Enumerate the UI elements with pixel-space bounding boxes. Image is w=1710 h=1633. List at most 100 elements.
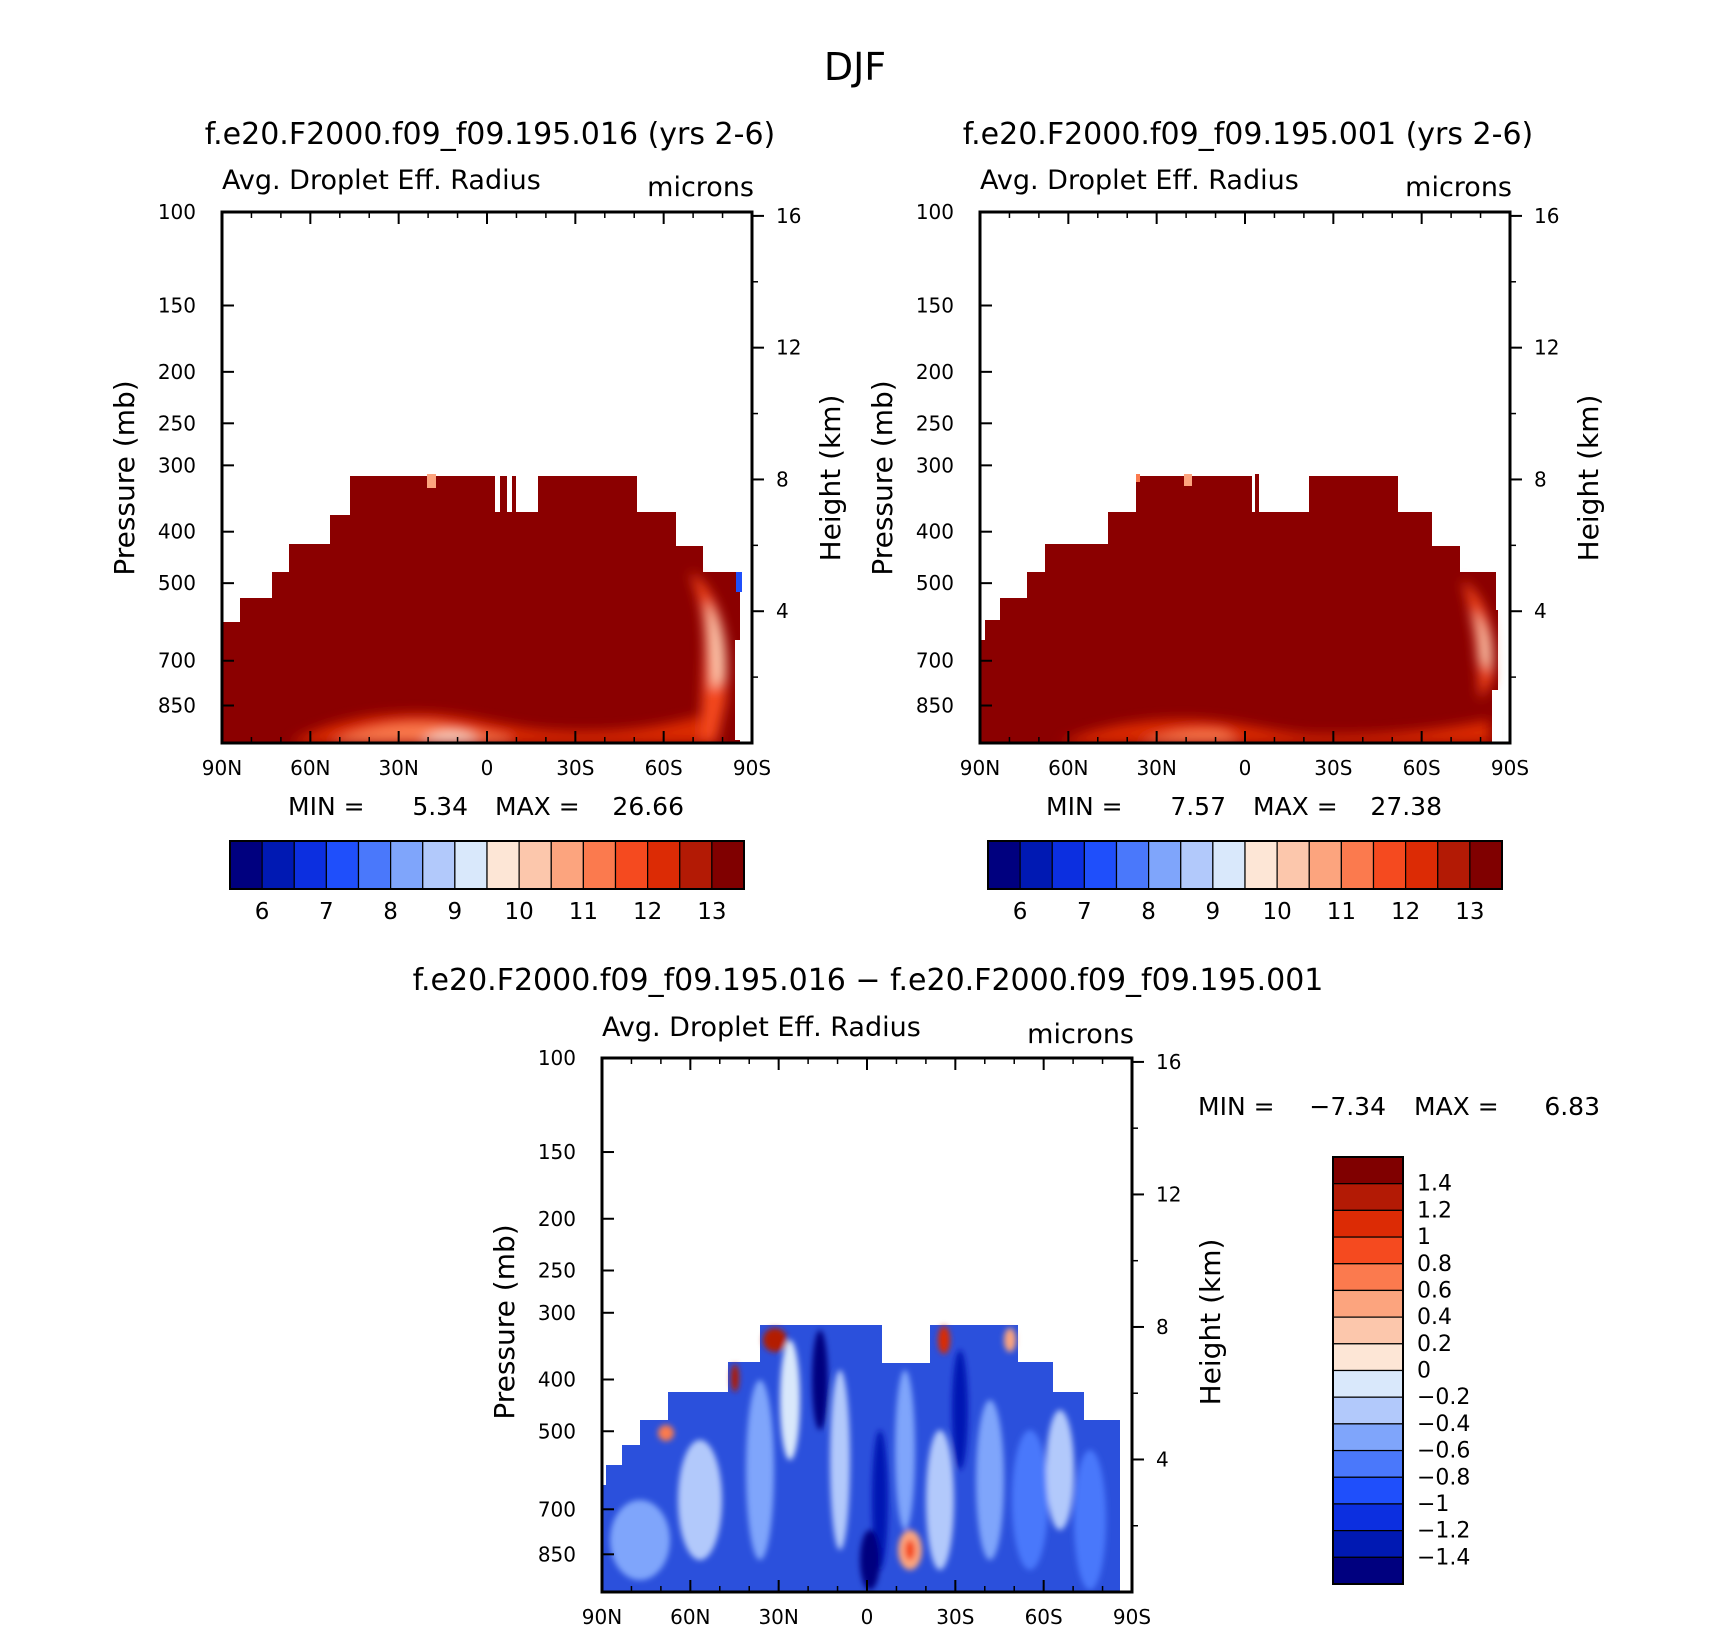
colorbar-tick-label: 0.2: [1417, 1332, 1452, 1357]
x-tick-label: 60S: [1403, 756, 1441, 780]
panel-2-speckle: [1184, 474, 1192, 486]
colorbar-swatch: [454, 840, 488, 890]
x-tick-label: 0: [481, 756, 494, 780]
colorbar-swatch: [1244, 840, 1278, 890]
y2-tick-label: 8: [1534, 467, 1547, 491]
x-tick-label: 90S: [1491, 756, 1529, 780]
colorbar-tick-label: 9: [448, 899, 463, 925]
colorbar-swatch: [1308, 840, 1342, 890]
panel-2-units: microns: [1405, 172, 1512, 203]
y-tick-label: 250: [916, 411, 954, 435]
colorbar-swatch: [1332, 1396, 1404, 1425]
panel-2-gap: [1496, 560, 1500, 610]
panel-2-field: [980, 474, 1502, 743]
x-tick-label: 30N: [378, 756, 418, 780]
x-tick-label: 30S: [556, 756, 594, 780]
colorbar-swatch: [1332, 1369, 1404, 1398]
panel-3-gap: [1120, 1485, 1124, 1592]
y-tick-label: 400: [158, 520, 196, 544]
panel-1-variable: Avg. Droplet Eff. Radius: [222, 165, 541, 196]
colorbar-swatch: [582, 840, 617, 890]
x-tick-label: 30S: [1314, 756, 1352, 780]
colorbar-swatch: [711, 840, 745, 890]
panel-2-min-label: MIN =: [1046, 792, 1123, 821]
y2-tick-label: 4: [1156, 1447, 1169, 1471]
panel-1-gap: [516, 474, 538, 512]
y-tick-label: 250: [538, 1259, 576, 1283]
colorbar-tick-label: 8: [1141, 899, 1156, 925]
colorbar-tick-label: 1.4: [1417, 1172, 1452, 1197]
panel-1-title: f.e20.F2000.f09_f09.195.016 (yrs 2-6): [205, 117, 775, 152]
y-tick-label: 200: [158, 360, 196, 384]
panel-2-max-value: 27.38: [1370, 792, 1442, 821]
panel-1-gap: [495, 474, 500, 512]
y-tick-label: 500: [158, 571, 196, 595]
colorbar-tick-label: 0.4: [1417, 1305, 1452, 1330]
colorbar-tick-label: 12: [1391, 899, 1420, 925]
panel-1-colorbar: 6 7 8 9 10 11 12 13: [229, 840, 745, 925]
x-tick-label: 30N: [758, 1605, 798, 1629]
panel-1-ylabel: Pressure (mb): [108, 380, 141, 575]
panel-2-variable: Avg. Droplet Eff. Radius: [980, 165, 1299, 196]
colorbar-frame: [1332, 1156, 1404, 1585]
colorbar-swatch: [1332, 1556, 1404, 1585]
colorbar-swatch: [614, 840, 649, 890]
x-tick-label: 60N: [670, 1605, 710, 1629]
colorbar-swatch: [1115, 840, 1150, 890]
y-tick-label: 100: [158, 200, 196, 224]
colorbar-tick-label: 1: [1417, 1225, 1431, 1250]
colorbar-swatch: [1332, 1289, 1404, 1318]
colorbar-swatch: [486, 840, 520, 890]
y2-tick-label: 4: [1534, 599, 1547, 623]
y-tick-label: 500: [538, 1419, 576, 1443]
panel-1-units: microns: [647, 172, 754, 203]
colorbar-swatch: [229, 840, 263, 890]
panel-3-gap: [882, 1323, 930, 1363]
colorbar-swatch: [1372, 840, 1407, 890]
x-tick-label: 0: [1239, 756, 1252, 780]
panel-3: f.e20.F2000.f09_f09.195.016 − f.e20.F200…: [413, 963, 1600, 1629]
colorbar-tick-label: −1.4: [1417, 1545, 1470, 1570]
colorbar-swatch: [1437, 840, 1471, 890]
y-tick-label: 200: [916, 360, 954, 384]
panel-1-y2label: Height (km): [814, 395, 847, 562]
y2-tick-label: 8: [776, 467, 789, 491]
panel-2: f.e20.F2000.f09_f09.195.001 (yrs 2-6) Av…: [866, 117, 1605, 925]
colorbar-swatch: [1148, 840, 1182, 890]
x-tick-label: 90S: [733, 756, 771, 780]
colorbar-tick-label: −0.8: [1417, 1465, 1470, 1490]
y-tick-label: 850: [538, 1542, 576, 1566]
panel-2-speckle: [1136, 474, 1140, 482]
panel-2-ylabel: Pressure (mb): [866, 380, 899, 575]
colorbar-swatch: [1212, 840, 1246, 890]
panel-2-axes: 90N 60N 30N 0 30S 60S 90S 100 150 200 250 300 400 500…: [916, 200, 1560, 780]
panel-2-max-label: MAX =: [1253, 792, 1338, 821]
panel-3-title: f.e20.F2000.f09_f09.195.016 − f.e20.F200…: [413, 963, 1324, 998]
panel-3-max-value: 6.83: [1544, 1092, 1600, 1121]
colorbar-swatch: [550, 840, 584, 890]
colorbar-swatch: [1332, 1423, 1404, 1452]
colorbar-tick-label: 0: [1417, 1359, 1431, 1384]
y-tick-label: 400: [916, 520, 954, 544]
y2-tick-label: 12: [1534, 336, 1559, 360]
panel-1-min-value: 5.34: [412, 792, 468, 821]
panel-1-gap: [327, 512, 330, 544]
colorbar-swatch: [518, 840, 552, 890]
panel-2-colorbar: 6 7 8 9 10 11 12 13: [987, 840, 1503, 925]
colorbar-tick-label: 9: [1206, 899, 1221, 925]
x-tick-label: 60S: [645, 756, 683, 780]
y-tick-label: 150: [158, 294, 196, 318]
colorbar-tick-label: −1: [1417, 1492, 1449, 1517]
panel-1-axes: 90N 60N 30N 0 30S 60S 90S 100 150 200 250 300 400 500…: [158, 200, 802, 780]
colorbar-swatch: [293, 840, 327, 890]
x-tick-label: 90N: [202, 756, 242, 780]
colorbar-swatch: [1180, 840, 1214, 890]
panel-2-gap: [1492, 690, 1502, 743]
y2-tick-label: 16: [1534, 204, 1559, 228]
colorbar-swatch: [1332, 1343, 1404, 1372]
panel-3-units: microns: [1027, 1019, 1134, 1050]
x-tick-label: 60N: [290, 756, 330, 780]
colorbar-swatch: [1332, 1449, 1404, 1478]
panel-2-y2label: Height (km): [1572, 395, 1605, 562]
colorbar-swatch: [1332, 1503, 1404, 1532]
